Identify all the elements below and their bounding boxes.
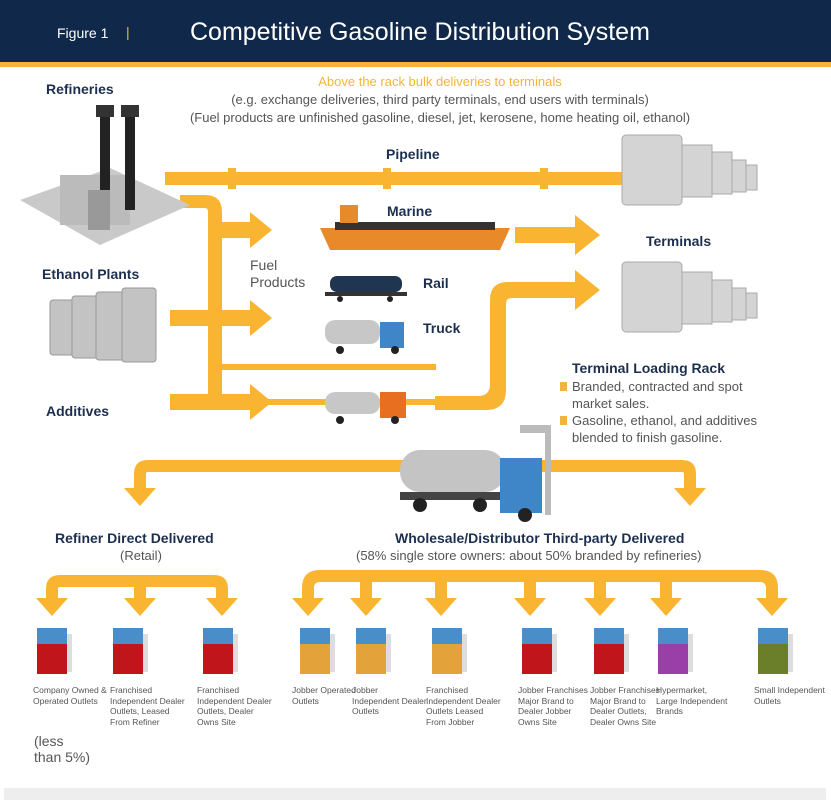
trunk-arrow [180, 195, 222, 402]
outlet-label: Franchised Independent Dealer Outlets Le… [426, 685, 501, 727]
additives-label: Additives [46, 403, 110, 419]
refiner-subtitle: (Retail) [120, 548, 162, 563]
refiner-share-note: (less than 5%) [34, 733, 91, 765]
terminal-tanks-lower [621, 261, 758, 333]
rail-car [325, 276, 407, 302]
header-bar [0, 0, 831, 62]
fuel-products-label: Fuel Products [250, 257, 306, 290]
fuel-arrow-additives [170, 384, 272, 420]
marine-label: Marine [387, 203, 433, 219]
bottom-bar [4, 788, 826, 800]
top-note-line2: (Fuel products are unfinished gasoline, … [189, 110, 691, 125]
outlet-label: Company Owned & Operated Outlets [33, 685, 107, 706]
wholesale-drop [514, 582, 546, 616]
wholesale-subtitle: (58% single store owners: about 50% bran… [356, 548, 702, 563]
outlet-label: Jobber Franchises Major Brand to Dealer … [590, 685, 660, 727]
rack-bullet: Gasoline, ethanol, and additives blended… [560, 412, 785, 446]
wholesale-drop [350, 582, 382, 616]
gas-pump-icon [522, 628, 557, 678]
pipeline-label: Pipeline [386, 146, 440, 162]
header-accent-line [0, 62, 831, 67]
wholesale-title: Wholesale/Distributor Third-party Delive… [395, 530, 685, 546]
refinery-illustration [20, 105, 190, 245]
ethanol-plants-label: Ethanol Plants [42, 266, 140, 282]
terminals-label: Terminals [646, 233, 712, 249]
outlet-label: Jobber Franchises Major Brand to Dealer … [518, 685, 588, 727]
wholesale-bracket [292, 570, 788, 616]
fuel-arrow-mid [170, 300, 272, 336]
gas-pump-icon [300, 628, 335, 678]
outlet-label: Jobber Independent Dealer Outlets [352, 685, 427, 716]
pipeline-joint [540, 168, 548, 189]
refiner-title: Refiner Direct Delivered [55, 530, 214, 546]
gas-pump-icon [113, 628, 148, 678]
gas-pump-icon [594, 628, 629, 678]
marine-to-terminal-arrow [515, 215, 600, 255]
top-note-line1: (e.g. exchange deliveries, third party t… [231, 92, 649, 107]
wholesale-drop [425, 582, 457, 616]
rack-bullets: Branded, contracted and spot market sale… [560, 378, 785, 446]
fuel-arrow-marine [222, 212, 272, 248]
gas-pump-icon [356, 628, 391, 678]
gas-pump-icon [203, 628, 238, 678]
tanker-truck [325, 320, 404, 354]
outlet-label: Small Independent Outlets [754, 685, 825, 706]
refineries-label: Refineries [46, 81, 114, 97]
figure-label: Figure 1 [57, 25, 109, 41]
rack-bullet: Branded, contracted and spot market sale… [560, 378, 785, 412]
top-note-title: Above the rack bulk deliveries to termin… [318, 74, 562, 89]
truck-line [208, 364, 436, 370]
gas-pump-icon [432, 628, 467, 678]
gas-pump-icon [758, 628, 793, 678]
refiner-bracket [36, 575, 238, 616]
terminal-tanks-upper [621, 134, 758, 206]
marine-ship [320, 205, 510, 250]
truck-label: Truck [423, 320, 461, 336]
rack-title: Terminal Loading Rack [572, 360, 725, 376]
wholesale-drop [584, 582, 616, 616]
outlet-label: Franchised Independent Dealer Outlets, L… [110, 685, 185, 727]
page-title: Competitive Gasoline Distribution System [190, 18, 650, 46]
outlet-label: Hypermarket, Large Independent Brands [656, 685, 728, 716]
pipeline-joint [383, 168, 391, 189]
tanker-truck-orange [325, 392, 406, 424]
truck-to-terminal-arrow [435, 270, 600, 410]
ethanol-silos [49, 287, 157, 363]
gas-pump-icon [37, 628, 72, 678]
header-separator: | [126, 24, 130, 40]
rack-split-arrow [124, 460, 706, 506]
wholesale-drop [650, 582, 682, 616]
loading-rack-truck [400, 425, 551, 522]
pipeline-bar [165, 172, 625, 185]
pipeline-joint [228, 168, 236, 189]
gas-pump-icon [658, 628, 693, 678]
outlet-label: Franchised Independent Dealer Outlets, D… [197, 685, 272, 727]
rail-label: Rail [423, 275, 449, 291]
outlet-label: Jobber Operated Outlets [292, 685, 356, 706]
